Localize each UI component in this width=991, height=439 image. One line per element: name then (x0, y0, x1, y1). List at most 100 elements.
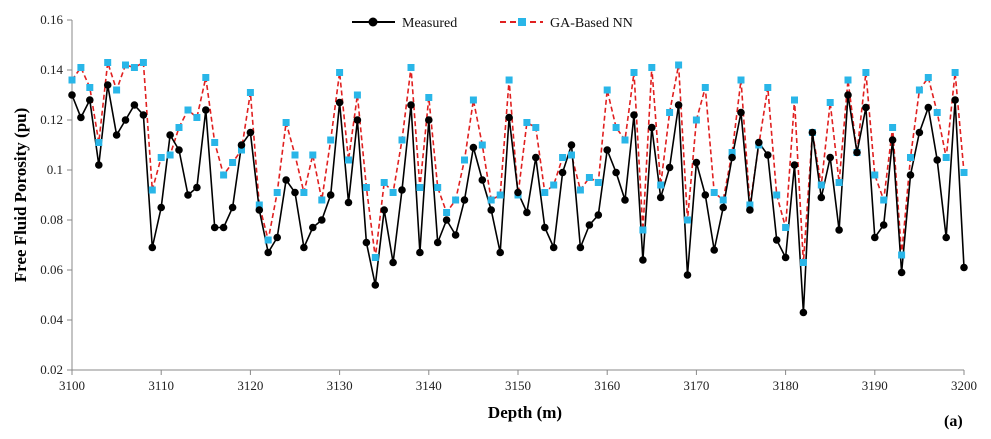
measured-point (558, 168, 567, 177)
measured-point (344, 198, 353, 207)
nn-point (835, 179, 843, 186)
measured-point (68, 91, 76, 99)
nn-point (915, 86, 923, 94)
nn-point (585, 174, 593, 181)
measured-point (835, 226, 843, 234)
measured-point (103, 81, 112, 89)
measured-point (719, 203, 727, 212)
measured-point (933, 156, 941, 164)
nn-point (452, 196, 460, 204)
nn-point (130, 64, 138, 71)
measured-point (639, 256, 647, 264)
nn-point (68, 76, 76, 84)
legend-measured-label: Measured (402, 16, 457, 31)
measured-point (790, 161, 799, 169)
nn-point (684, 216, 691, 224)
nn-point (300, 189, 308, 196)
nn-point (675, 61, 683, 69)
nn-point (318, 196, 326, 204)
nn-point (461, 156, 468, 164)
measured-point (86, 96, 94, 104)
measured-point (371, 281, 380, 289)
x-tick-label: 3190 (862, 378, 888, 393)
nn-point (362, 184, 370, 191)
nn-point (728, 149, 736, 156)
nn-point (86, 84, 94, 91)
measured-point (95, 161, 103, 169)
measured-point (772, 236, 781, 244)
measured-point (871, 233, 879, 242)
nn-point (764, 84, 772, 91)
nn-point (229, 159, 237, 166)
nn-point (791, 96, 798, 104)
nn-point (282, 119, 290, 126)
x-tick-label: 3200 (951, 378, 977, 393)
nn-point (255, 201, 263, 209)
measured-point (674, 101, 683, 109)
nn-point (594, 179, 602, 186)
measured-point (121, 116, 130, 124)
nn-point (398, 136, 406, 144)
measured-point (264, 248, 273, 257)
nn-point (933, 109, 941, 116)
measured-point (951, 96, 959, 104)
nn-point (799, 259, 807, 266)
x-tick-label: 3170 (683, 378, 709, 393)
measured-point (942, 233, 950, 242)
measured-point (460, 196, 469, 204)
x-tick-label: 3130 (327, 378, 353, 393)
nn-point (345, 156, 352, 164)
nn-point (621, 136, 629, 144)
nn-point (666, 109, 674, 116)
nn-point (211, 139, 219, 146)
nn-point (826, 99, 834, 106)
nn-point (416, 184, 424, 191)
measured-point (237, 141, 246, 149)
measured-point (389, 258, 397, 267)
legend-measured-marker (368, 17, 378, 27)
y-tick-label: 0.04 (40, 312, 63, 327)
measured-point (844, 91, 852, 99)
nn-point (710, 189, 718, 196)
measured-point (665, 163, 674, 172)
y-tick-label: 0.16 (40, 12, 63, 27)
nn-point (291, 151, 299, 159)
nn-point (844, 76, 852, 84)
x-tick-label: 3100 (59, 378, 85, 393)
nn-point (630, 69, 638, 76)
measured-point (398, 186, 406, 194)
measured-point (826, 153, 834, 162)
nn-point (95, 139, 103, 146)
nn-point (889, 124, 897, 131)
measured-point (335, 98, 344, 107)
series-measured-line (71, 84, 965, 313)
measured-point (112, 131, 121, 139)
measured-point (148, 243, 157, 252)
y-tick-label: 0.12 (40, 112, 63, 127)
y-tick-label: 0.08 (40, 212, 63, 227)
measured-point (478, 176, 487, 184)
measured-point (549, 243, 558, 252)
measured-point (567, 141, 576, 149)
nn-point (862, 69, 870, 76)
measured-point (523, 208, 531, 217)
measured-point (202, 106, 210, 114)
nn-point (184, 106, 192, 114)
nn-point (122, 61, 129, 69)
nn-point (782, 224, 790, 231)
nn-point (576, 186, 584, 194)
measured-point (255, 206, 264, 214)
measured-point (683, 271, 692, 279)
nn-point (327, 136, 335, 144)
measured-point (353, 116, 362, 124)
measured-point (808, 128, 817, 137)
nn-point (113, 86, 121, 94)
nn-point (220, 171, 228, 179)
nn-point (773, 191, 781, 199)
y-axis-title: Free Fluid Porosity (pu) (11, 108, 30, 283)
y-tick-label: 0.02 (40, 362, 63, 377)
nn-point (817, 181, 825, 189)
measured-point (380, 206, 389, 214)
nn-point (478, 141, 486, 149)
nn-point (746, 201, 754, 209)
